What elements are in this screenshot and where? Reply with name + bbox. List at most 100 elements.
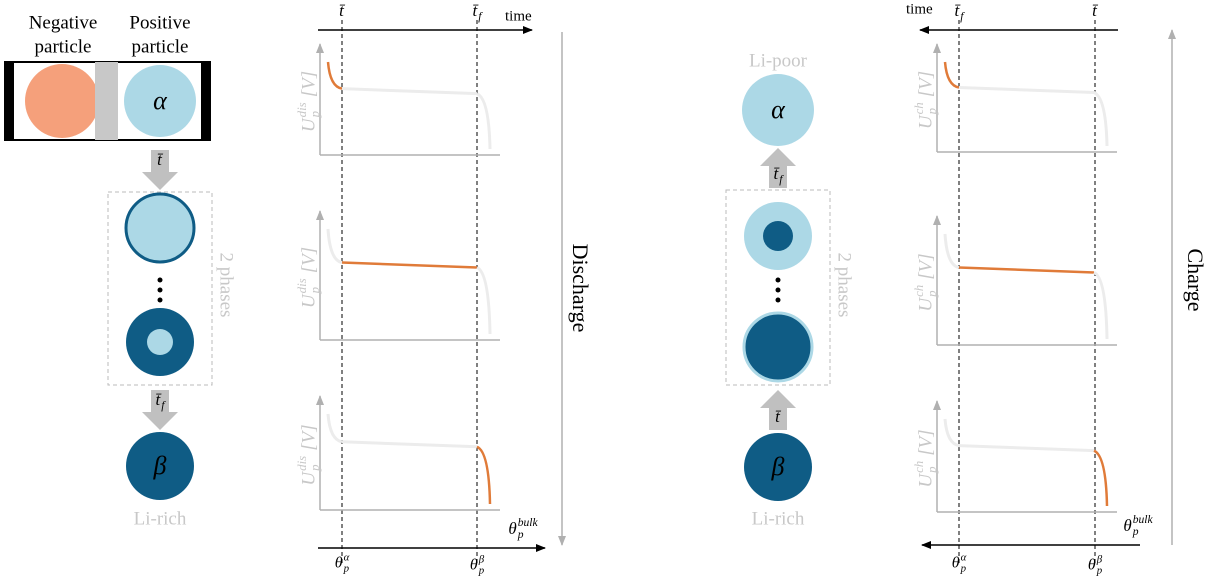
math-label: t̄ bbox=[157, 150, 164, 169]
li-rich-label: Li-rich bbox=[752, 508, 805, 529]
math-sup: β bbox=[478, 553, 485, 565]
highlight-curve bbox=[943, 61, 960, 89]
positive-particle bbox=[124, 65, 196, 137]
phase-box bbox=[107, 191, 213, 386]
potential-curve bbox=[958, 444, 1095, 453]
math-sub: f bbox=[960, 10, 965, 23]
math-sub: p bbox=[478, 565, 485, 577]
particle bbox=[742, 74, 814, 146]
dot bbox=[775, 277, 781, 283]
potential-curve bbox=[341, 87, 478, 96]
math-sup: ch bbox=[911, 461, 926, 473]
arrow bbox=[142, 150, 178, 190]
potential-curve bbox=[943, 418, 960, 448]
math-sub: p bbox=[924, 290, 939, 298]
math-unit: [V] bbox=[915, 429, 936, 455]
particle bbox=[744, 433, 812, 501]
math-sup: β bbox=[1096, 553, 1103, 565]
li-rich-label: Li-rich bbox=[134, 508, 187, 529]
math-label: θ βp bbox=[470, 553, 485, 576]
particle bbox=[124, 192, 196, 264]
alpha-label: α bbox=[153, 86, 168, 115]
potential-curve bbox=[476, 266, 492, 335]
math-label: t̄ f bbox=[954, 1, 965, 23]
direction-label: Discharge bbox=[568, 244, 593, 333]
math-base: t̄ bbox=[157, 150, 164, 169]
math-base: t̄ bbox=[1092, 1, 1099, 20]
potential-curve bbox=[1093, 91, 1109, 147]
math-label: t̄ bbox=[1092, 1, 1099, 20]
math-base: t̄ bbox=[775, 407, 782, 426]
potential-curve bbox=[326, 228, 343, 264]
math-base: U bbox=[915, 473, 936, 488]
math-sub: f bbox=[779, 173, 784, 186]
potential-curve bbox=[943, 233, 960, 269]
dot bbox=[157, 277, 163, 283]
phases-label: 2 phases bbox=[834, 253, 855, 318]
dot bbox=[157, 297, 163, 303]
particle-core bbox=[147, 329, 173, 355]
math-label: θ αp bbox=[952, 551, 967, 574]
negative-label: particle bbox=[35, 36, 92, 57]
math-label: θ βp bbox=[1088, 553, 1103, 576]
math-base: t̄ bbox=[472, 1, 479, 20]
math-sup: α bbox=[961, 551, 967, 563]
highlight-curve bbox=[958, 266, 1095, 274]
potential-curve bbox=[326, 413, 343, 444]
math-sup: dis bbox=[294, 102, 309, 117]
negative-particle bbox=[25, 64, 99, 138]
particle bbox=[742, 311, 814, 383]
time-label: time bbox=[906, 1, 933, 17]
potential-curve bbox=[1093, 271, 1109, 340]
positive-label: particle bbox=[132, 36, 189, 57]
math-base: t̄ bbox=[155, 390, 162, 409]
dot bbox=[775, 287, 781, 293]
math-sub: p bbox=[343, 563, 350, 575]
math-sub: f bbox=[161, 399, 166, 412]
math-base: θ bbox=[470, 557, 478, 574]
dot bbox=[775, 297, 781, 303]
math-base: t̄ bbox=[773, 164, 780, 183]
math-sub: p bbox=[307, 110, 322, 118]
math-base: U bbox=[298, 117, 319, 132]
arrow bbox=[760, 390, 796, 430]
math-sup: α bbox=[344, 551, 350, 563]
phases-label: 2 phases bbox=[216, 253, 237, 318]
math-base: U bbox=[915, 114, 936, 129]
math-unit: [V] bbox=[298, 424, 319, 450]
li-poor-label: Li-poor bbox=[749, 50, 808, 71]
math-base: U bbox=[298, 293, 319, 308]
math-label: t̄ bbox=[775, 407, 782, 426]
time-label: time bbox=[505, 8, 532, 24]
math-unit: [V] bbox=[915, 71, 936, 97]
potential-curve bbox=[341, 440, 478, 449]
math-base: U bbox=[298, 471, 319, 486]
math-label: t̄ f bbox=[773, 164, 784, 186]
direction-label: Charge bbox=[1183, 248, 1208, 311]
current-collector bbox=[201, 62, 210, 140]
math-sub: f bbox=[478, 10, 483, 23]
beta-label: β bbox=[153, 451, 167, 480]
current-collector bbox=[5, 62, 14, 140]
alpha-label: α bbox=[771, 95, 786, 124]
math-base: θ bbox=[335, 555, 343, 572]
math-base: t̄ bbox=[954, 1, 961, 20]
math-label: t̄ f bbox=[472, 1, 483, 23]
highlight-curve bbox=[326, 61, 343, 90]
math-base: θ bbox=[508, 519, 516, 538]
math-base: θ bbox=[952, 555, 960, 572]
math-unit: [V] bbox=[298, 247, 319, 273]
highlight-curve bbox=[1093, 449, 1109, 507]
math-base: U bbox=[915, 297, 936, 312]
arrow bbox=[760, 148, 796, 188]
particle bbox=[126, 432, 194, 500]
math-unit: [V] bbox=[915, 253, 936, 279]
math-base: θ bbox=[1088, 557, 1096, 574]
math-sub: p bbox=[307, 464, 322, 472]
